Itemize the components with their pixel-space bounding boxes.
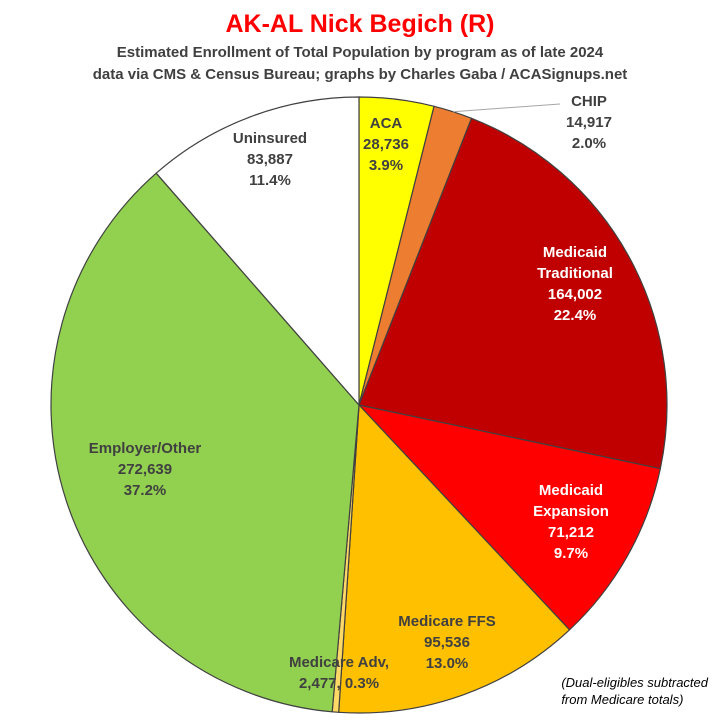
- pie-slice-uninsured: [155, 96, 360, 407]
- footnote-line-1: (Dual-eligibles subtracted: [561, 675, 708, 690]
- slice-label-employer-other: Employer/Other 272,639 37.2%: [89, 440, 202, 499]
- slice-label-employer-other-pct: 37.2%: [124, 482, 167, 499]
- slice-label-medicare-adv-valpct: 2,477, 0.3%: [299, 675, 379, 692]
- pie-slice-medicare-ffs: [338, 403, 571, 714]
- chart-title: AK-AL Nick Begich (R): [225, 10, 495, 38]
- slice-label-medicare-adv-name: Medicare Adv,: [289, 654, 389, 671]
- slice-label-chip-name: CHIP: [571, 93, 607, 110]
- slice-label-uninsured-pct: 11.4%: [249, 172, 291, 189]
- slice-label-uninsured-value: 83,887: [247, 151, 293, 168]
- slice-label-aca: ACA 28,736 3.9%: [363, 115, 409, 174]
- chart-subtitle-line-1: Estimated Enrollment of Total Population…: [116, 44, 604, 61]
- chart-subtitle-line-2: data via CMS & Census Bureau; graphs by …: [92, 66, 628, 83]
- slice-label-medicaid-expansion-name: Expansion: [533, 503, 609, 520]
- pie-slice-medicaid-traditional: [358, 117, 668, 470]
- slice-label-chip: CHIP 14,917 2.0%: [566, 93, 612, 152]
- slice-label-medicare-adv: Medicare Adv, 2,477, 0.3%: [289, 654, 389, 692]
- slice-label-uninsured: Uninsured 83,887 11.4%: [233, 130, 307, 189]
- slice-label-medicare-ffs-name: Medicare FFS: [398, 613, 496, 630]
- slice-label-medicaid-traditional-value: 164,002: [548, 286, 602, 303]
- footnote: (Dual-eligibles subtracted from Medicare…: [561, 674, 708, 708]
- chip-leader-line: [452, 103, 561, 113]
- footnote-line-2: from Medicare totals): [561, 692, 684, 707]
- slice-label-medicaid-traditional-name: Medicaid: [543, 244, 607, 261]
- slice-label-medicare-ffs-value: 95,536: [424, 634, 470, 651]
- slice-label-aca-name: ACA: [370, 115, 403, 132]
- slice-label-medicare-ffs-pct: 13.0%: [426, 655, 469, 672]
- slice-label-chip-value: 14,917: [566, 114, 612, 131]
- slice-label-chip-pct: 2.0%: [572, 135, 606, 152]
- slice-label-medicaid-traditional-pct: 22.4%: [554, 307, 597, 324]
- slice-label-employer-other-name: Employer/Other: [89, 440, 202, 457]
- slice-label-medicaid-expansion: Medicaid Expansion 71,212 9.7%: [533, 482, 609, 562]
- slice-label-medicaid-expansion-value: 71,212: [548, 524, 594, 541]
- slice-label-employer-other-value: 272,639: [118, 461, 172, 478]
- slice-label-uninsured-name: Uninsured: [233, 130, 307, 147]
- pie-slice-medicaid-expansion: [357, 404, 662, 631]
- slice-label-aca-value: 28,736: [363, 136, 409, 153]
- slice-label-medicaid-expansion-name: Medicaid: [539, 482, 603, 499]
- slice-label-medicaid-traditional: Medicaid Traditional 164,002 22.4%: [537, 244, 613, 324]
- slice-label-medicaid-expansion-pct: 9.7%: [554, 545, 588, 562]
- slice-label-medicare-ffs: Medicare FFS 95,536 13.0%: [398, 613, 496, 672]
- pie-slice-employer-other: [50, 172, 360, 713]
- slice-label-aca-pct: 3.9%: [369, 157, 403, 174]
- slice-label-medicaid-traditional-name: Traditional: [537, 265, 613, 282]
